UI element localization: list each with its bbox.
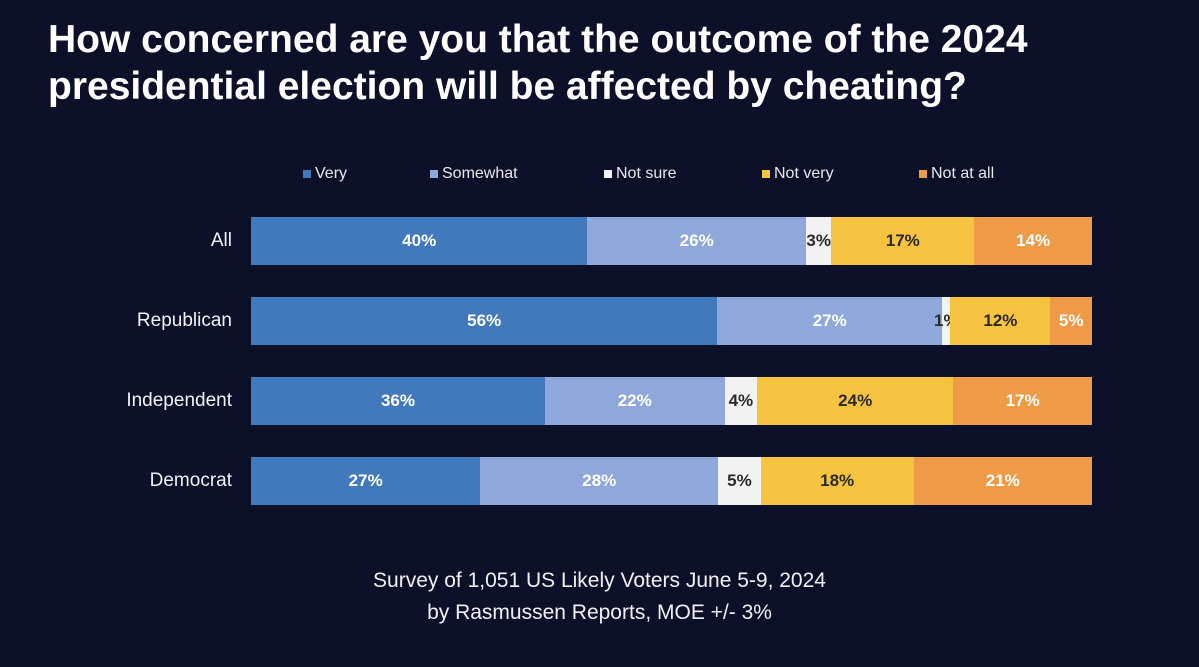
legend: Very Somewhat Not sure Not very Not at all [0, 165, 1199, 187]
row-label-all: All [210, 230, 232, 251]
title-line-2: presidential election will be affected b… [48, 65, 967, 108]
stacked-bar-chart: All 40% 26% 3% 17% 14% Republican 56% 27% 1% 12% 5%… [0, 200, 1199, 530]
legend-swatch-not-sure [604, 170, 612, 178]
bar-republican-somewhat: 27% [717, 297, 943, 345]
legend-label-very: Very [315, 165, 348, 182]
legend-item-somewhat: Somewhat [430, 165, 518, 183]
bar-independent-very: 36% [251, 377, 545, 425]
data-label-all-not-sure: 3% [806, 231, 831, 250]
row-label-independent: Independent [126, 390, 232, 411]
data-label-republican-very: 56% [467, 311, 502, 330]
data-label-democrat-somewhat: 28% [582, 471, 617, 490]
data-label-democrat-very: 27% [348, 471, 383, 490]
legend-swatch-not-very [762, 170, 770, 178]
bar-all-not-at-all: 14% [974, 217, 1092, 265]
legend-label-not-at-all: Not at all [931, 165, 995, 182]
data-label-independent-not-at-all: 17% [1005, 391, 1040, 410]
bar-democrat-somewhat: 28% [480, 457, 719, 505]
legend-item-not-sure: Not sure [604, 165, 676, 183]
legend-swatch-very [303, 170, 311, 178]
legend-swatch-somewhat [430, 170, 438, 178]
data-label-all-not-very: 17% [885, 231, 920, 250]
bar-all-not-sure: 3% [806, 217, 832, 265]
bar-democrat-very: 27% [251, 457, 481, 505]
legend-item-not-at-all: Not at all [919, 165, 994, 183]
legend-label-somewhat: Somewhat [442, 165, 518, 182]
chart-title: How concerned are you that the outcome o… [48, 16, 1168, 110]
bar-all-not-very: 17% [831, 217, 975, 265]
footnote-line-1: Survey of 1,051 US Likely Voters June 5-… [373, 569, 826, 592]
footnote-line-2: by Rasmussen Reports, MOE +/- 3% [427, 601, 772, 624]
bar-independent-not-sure: 4% [724, 377, 758, 425]
bar-independent-not-very: 24% [757, 377, 954, 425]
data-label-republican-somewhat: 27% [812, 311, 847, 330]
data-label-all-very: 40% [402, 231, 437, 250]
data-label-republican-not-at-all: 5% [1058, 311, 1084, 330]
data-label-independent-somewhat: 22% [617, 391, 652, 410]
data-label-democrat-not-very: 18% [820, 471, 855, 490]
data-label-democrat-not-at-all: 21% [985, 471, 1020, 490]
bar-republican-not-at-all: 5% [1050, 297, 1092, 345]
row-label-republican: Republican [136, 310, 232, 331]
bar-democrat-not-at-all: 21% [913, 457, 1092, 505]
data-label-republican-not-very: 12% [983, 311, 1018, 330]
legend-swatch-not-at-all [919, 170, 927, 178]
bar-independent-not-at-all: 17% [953, 377, 1092, 425]
data-label-all-somewhat: 26% [679, 231, 714, 250]
legend-item-very: Very [303, 165, 347, 183]
title-line-1: How concerned are you that the outcome o… [48, 18, 1028, 61]
bar-democrat-not-sure: 5% [718, 457, 761, 505]
legend-label-not-very: Not very [774, 165, 834, 182]
row-label-democrat: Democrat [149, 470, 232, 491]
bar-democrat-not-very: 18% [760, 457, 914, 505]
bar-republican-not-sure: 1% [934, 297, 959, 345]
bar-all-very: 40% [251, 217, 588, 265]
bar-independent-somewhat: 22% [544, 377, 725, 425]
data-label-independent-very: 36% [380, 391, 415, 410]
bar-all-somewhat: 26% [587, 217, 807, 265]
data-label-independent-not-very: 24% [838, 391, 873, 410]
legend-item-not-very: Not very [762, 165, 834, 183]
bar-republican-very: 56% [251, 297, 718, 345]
data-label-independent-not-sure: 4% [728, 391, 754, 410]
data-label-all-not-at-all: 14% [1016, 231, 1051, 250]
bar-republican-not-very: 12% [950, 297, 1051, 345]
legend-label-not-sure: Not sure [616, 165, 677, 182]
data-label-democrat-not-sure: 5% [727, 471, 752, 490]
